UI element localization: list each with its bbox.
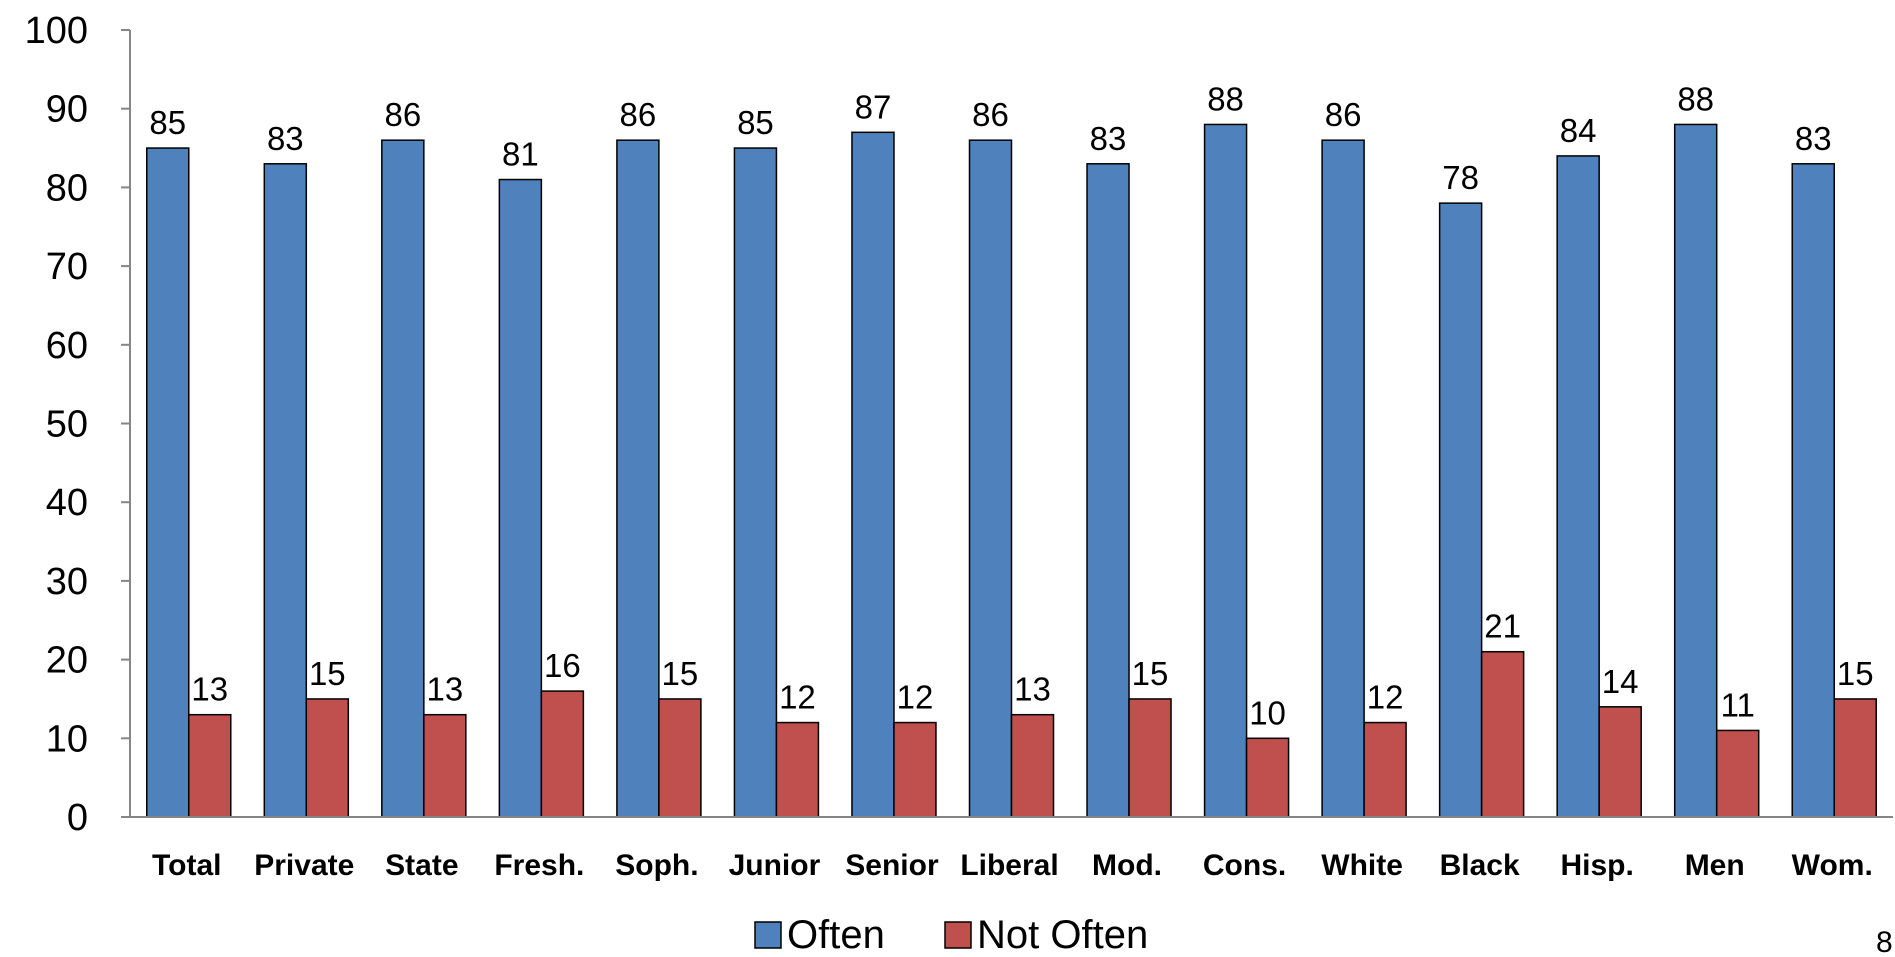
bar-not-often — [1480, 650, 1525, 818]
x-category-label: Total — [152, 849, 221, 882]
data-label: 12 — [779, 679, 816, 716]
data-label: 88 — [1677, 80, 1714, 117]
bar-often — [146, 147, 190, 818]
data-label: 85 — [737, 104, 774, 141]
bar-not-often — [1363, 721, 1407, 818]
x-category-label: Black — [1440, 849, 1520, 882]
y-tick-label: 70 — [46, 246, 88, 288]
data-label: 11 — [1721, 686, 1755, 723]
bar-often — [733, 147, 778, 818]
data-label: 13 — [1014, 671, 1051, 708]
data-label: 15 — [1837, 655, 1874, 692]
x-category-label: Senior — [845, 849, 939, 882]
y-tick-label: 80 — [46, 167, 88, 209]
data-label: 86 — [1325, 96, 1362, 133]
bar-often — [851, 131, 895, 818]
y-tick-label: 40 — [46, 482, 88, 524]
bar-not-often — [658, 698, 702, 818]
data-label: 83 — [1090, 120, 1127, 157]
x-category-label: State — [385, 849, 458, 882]
bar-not-often — [1245, 737, 1290, 818]
data-label: 21 — [1484, 608, 1521, 645]
bar-often — [1673, 123, 1718, 818]
bar-not-often — [1010, 713, 1055, 818]
bar-often — [263, 163, 308, 818]
data-label: 14 — [1602, 663, 1639, 700]
data-label: 10 — [1249, 694, 1286, 731]
data-label: 83 — [267, 120, 304, 157]
bar-not-often — [1715, 729, 1760, 818]
y-tick-label: 50 — [46, 404, 88, 446]
x-category-label: Liberal — [960, 849, 1058, 882]
x-category-label: Men — [1685, 849, 1745, 882]
x-category-label: Fresh. — [494, 849, 584, 882]
data-label: 85 — [149, 104, 186, 141]
data-label: 86 — [972, 96, 1009, 133]
data-label: 15 — [1132, 655, 1169, 692]
y-tick-label: 90 — [46, 89, 88, 131]
bar-often — [1791, 163, 1835, 818]
bar-not-often — [1833, 698, 1877, 818]
data-label: 15 — [309, 655, 346, 692]
data-label: 88 — [1207, 80, 1244, 117]
legend: Often Not Often — [754, 913, 1148, 957]
x-category-label: Cons. — [1203, 849, 1286, 882]
legend-label-not-often: Not Often — [977, 913, 1148, 957]
bar-often — [381, 139, 425, 818]
y-tick-label: 100 — [25, 10, 88, 52]
data-label: 13 — [426, 671, 463, 708]
data-label: 12 — [897, 679, 934, 716]
bar-often — [1438, 202, 1483, 818]
x-axis: Total Private State Fresh. Soph. Junior Senior… — [130, 816, 1893, 882]
bar-often — [1203, 123, 1248, 818]
bar-often — [498, 178, 543, 818]
bar-often — [616, 139, 660, 818]
y-axis: 0 10 20 30 40 50 60 70 80 90 100 — [25, 10, 131, 839]
bar-not-often — [1598, 706, 1642, 818]
y-tick-label: 0 — [67, 797, 88, 839]
x-category-label: Soph. — [615, 849, 698, 882]
data-label: 87 — [855, 88, 892, 125]
data-label: 78 — [1442, 159, 1479, 196]
x-category-label: White — [1321, 849, 1403, 882]
bar-not-often — [305, 698, 350, 818]
x-category-label: Junior — [729, 849, 821, 882]
y-tick-label: 20 — [46, 640, 88, 682]
bar-often — [1556, 155, 1600, 818]
bar-not-often — [188, 713, 232, 818]
page-number: 8 — [1876, 926, 1893, 957]
bar-not-often — [893, 721, 937, 818]
data-label: 86 — [620, 96, 657, 133]
bar-not-often — [775, 721, 820, 818]
y-tick-label: 60 — [46, 325, 88, 367]
data-label: 13 — [191, 671, 228, 708]
data-label: 84 — [1560, 112, 1597, 149]
x-category-label: Mod. — [1092, 849, 1162, 882]
data-label: 12 — [1367, 679, 1404, 716]
data-label: 16 — [544, 647, 581, 684]
data-label: 86 — [384, 96, 421, 133]
data-label: 81 — [502, 136, 539, 173]
bar-often — [1086, 163, 1130, 818]
legend-swatch-not-often — [944, 921, 972, 949]
bars — [146, 123, 1877, 818]
x-category-label: Private — [254, 849, 354, 882]
bar-not-often — [540, 690, 585, 818]
legend-label-often: Often — [787, 913, 885, 957]
x-category-label: Wom. — [1792, 849, 1873, 882]
bar-often — [1321, 139, 1365, 818]
y-tick-label: 30 — [46, 561, 88, 603]
x-category-label: Hisp. — [1560, 849, 1633, 882]
bar-not-often — [423, 713, 467, 818]
data-label: 83 — [1795, 120, 1832, 157]
bar-not-often — [1128, 698, 1172, 818]
data-label: 15 — [662, 655, 699, 692]
y-tick-label: 10 — [46, 718, 88, 760]
data-labels: 85 13 83 15 86 13 81 16 86 15 85 12 87 12 86 13 83 15 88 10… — [149, 80, 1873, 731]
bar-often — [968, 139, 1013, 818]
legend-swatch-often — [754, 921, 782, 949]
